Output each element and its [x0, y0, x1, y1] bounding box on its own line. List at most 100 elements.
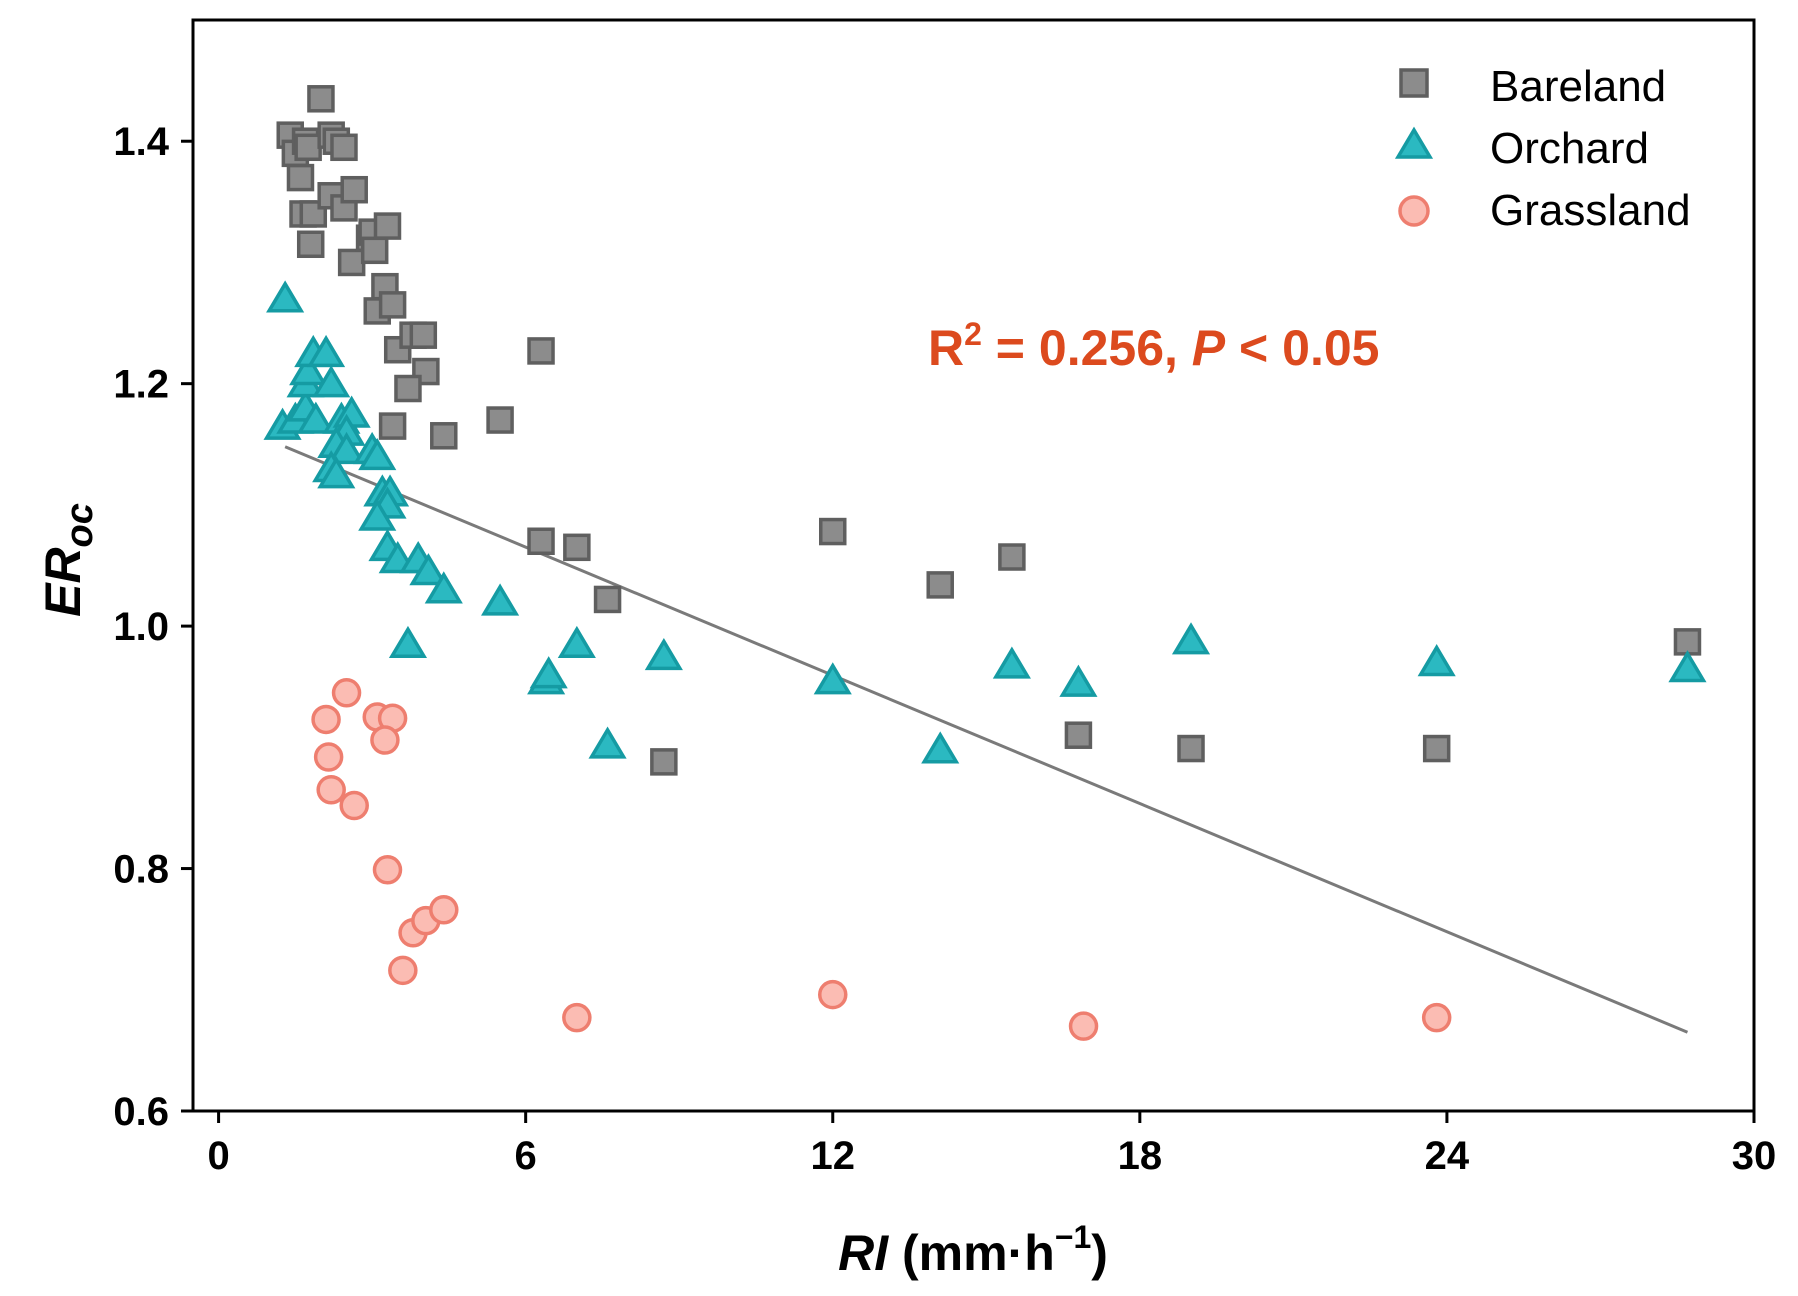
bareland-point: [1422, 734, 1451, 763]
legend-item-bareland: Bareland: [1399, 62, 1666, 111]
orchard-point: [312, 365, 351, 398]
grassland-point: [313, 742, 344, 772]
x-tick-label: 30: [1732, 1134, 1777, 1178]
bareland-point: [378, 412, 407, 440]
bareland-point: [378, 291, 407, 319]
grassland-point: [372, 855, 403, 885]
annotation-r-squared-exponent: 2: [964, 316, 982, 352]
y-tick-label: 0.6: [113, 1090, 169, 1134]
x-tick-label: 6: [515, 1134, 537, 1178]
bareland-point: [563, 533, 591, 562]
orchard-point: [424, 571, 463, 604]
bareland-point: [486, 406, 514, 434]
y-tick-label: 0.8: [113, 848, 169, 892]
y-axis-title-main: ER: [35, 547, 91, 616]
x-tick-label: 24: [1425, 1134, 1470, 1178]
annotation-equation: = 0.256,: [982, 320, 1192, 376]
trend-line: [284, 445, 1689, 1034]
bareland-point: [819, 517, 847, 546]
bareland-point: [998, 543, 1026, 571]
grassland-point: [316, 775, 346, 805]
orchard-point: [529, 656, 568, 689]
orchard-point: [358, 437, 397, 471]
grassland-point: [818, 979, 848, 1010]
annotation-r: R: [928, 320, 964, 376]
legend: Bareland Orchard Grassland: [1394, 62, 1691, 235]
grassland-point: [388, 955, 418, 986]
orchard-point: [306, 334, 346, 368]
bareland-point: [330, 133, 358, 162]
legend-marker-circle: [1398, 195, 1430, 227]
legend-item-orchard: Orchard: [1394, 124, 1649, 173]
bareland-point: [296, 230, 325, 259]
bareland-point: [593, 585, 622, 614]
bareland-point: [1177, 734, 1205, 763]
orchard-point: [644, 637, 683, 671]
bareland-point: [360, 236, 389, 265]
bareland-point: [409, 321, 438, 349]
regression-annotation: R2 = 0.256, P < 0.05: [928, 316, 1379, 376]
x-tick-label: 18: [1118, 1134, 1163, 1178]
x-tick-label: 0: [207, 1134, 229, 1178]
x-axis-title-close: ): [1091, 1225, 1108, 1281]
annotation-p: P: [1192, 320, 1226, 376]
legend-label-grassland: Grassland: [1490, 186, 1691, 235]
axes: 0 6 12 18 24 30 0.6 0.8 1.0 1.2 1.4: [113, 120, 1776, 1178]
plot-frame: [191, 18, 1756, 1113]
bareland-point: [430, 422, 458, 450]
orchard-point: [296, 401, 335, 434]
orchard-point: [266, 280, 305, 313]
bareland-point: [926, 571, 954, 599]
y-tick-label: 1.0: [113, 605, 169, 649]
orchard-point: [317, 456, 356, 489]
grassland-point: [562, 1002, 592, 1033]
y-tick-label: 1.4: [113, 120, 169, 164]
orchard-point: [1059, 664, 1098, 697]
bareland-point: [307, 85, 335, 113]
bareland-point: [412, 357, 440, 386]
y-tick-label: 1.2: [113, 363, 169, 407]
data-points: [263, 85, 1707, 1041]
bareland-point: [527, 337, 555, 365]
orchard-point: [358, 498, 397, 531]
x-axis-title-main: RI: [838, 1225, 889, 1281]
y-axis-title-subscript: oc: [59, 503, 101, 547]
legend-marker-triangle: [1394, 126, 1434, 159]
legend-marker-square: [1399, 68, 1429, 98]
orchard-point: [1171, 622, 1211, 655]
orchard-point: [588, 726, 627, 759]
grassland-point: [1068, 1011, 1099, 1041]
x-tick-label: 12: [811, 1134, 856, 1178]
annotation-threshold: < 0.05: [1225, 320, 1379, 376]
bareland-point: [527, 527, 555, 556]
bareland-point: [340, 175, 368, 204]
bareland-point: [294, 133, 322, 162]
bareland-point: [394, 374, 422, 403]
grassland-point: [1421, 1002, 1452, 1033]
orchard-point: [813, 662, 852, 695]
orchard-point: [992, 646, 1031, 679]
bareland-point: [1064, 721, 1093, 749]
x-axis-title-exponent: −1: [1055, 1219, 1091, 1255]
orchard-point: [409, 553, 448, 586]
legend-item-grassland: Grassland: [1398, 186, 1691, 235]
grassland-point: [331, 678, 362, 708]
x-axis-title-unit: (mm·h: [888, 1225, 1055, 1281]
bareland-point: [1673, 628, 1702, 656]
orchard-point: [921, 731, 960, 764]
bareland-point: [373, 212, 402, 240]
grassland-point: [339, 790, 369, 821]
bareland-point: [337, 248, 366, 277]
legend-label-orchard: Orchard: [1490, 124, 1649, 173]
orchard-point: [388, 625, 428, 659]
orchard-point: [481, 583, 520, 616]
x-axis-title: RI (mm·h−1): [838, 1219, 1108, 1281]
orchard-point: [1668, 650, 1707, 683]
legend-label-bareland: Bareland: [1490, 62, 1666, 111]
grassland-point: [311, 704, 341, 735]
orchard-point: [327, 431, 366, 465]
grassland-point: [370, 725, 400, 755]
grassland-point: [429, 895, 459, 925]
orchard-point: [557, 625, 596, 659]
